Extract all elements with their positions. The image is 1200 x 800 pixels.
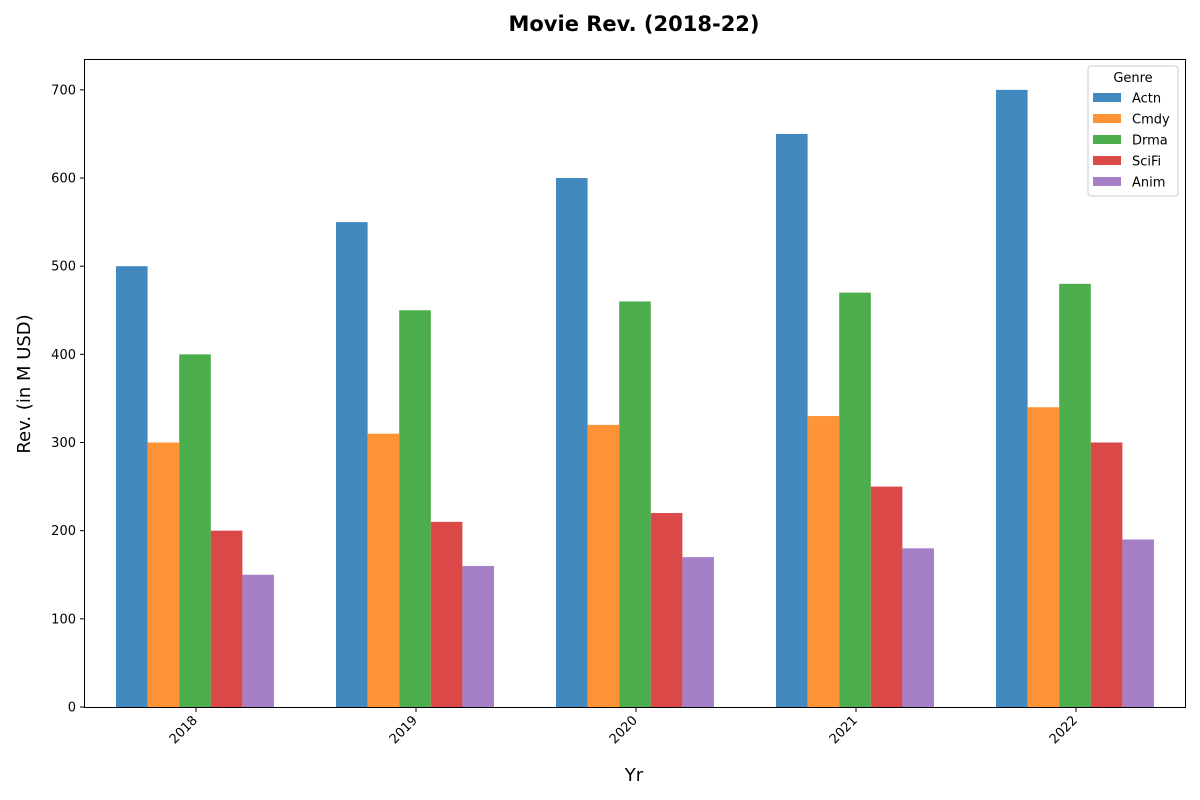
chart-title: Movie Rev. (2018-22) xyxy=(508,12,759,36)
bar-scifi-2021 xyxy=(870,486,903,707)
bar-anim-2020 xyxy=(682,557,714,707)
bar-cmdy-2019 xyxy=(367,433,400,707)
y-tick-label: 100 xyxy=(51,612,76,627)
x-tick-label: 2022 xyxy=(1047,713,1081,747)
x-tick-label: 2019 xyxy=(387,713,421,747)
bar-drma-2020 xyxy=(619,301,651,707)
legend-swatch-scifi xyxy=(1093,156,1121,165)
y-tick-label: 400 xyxy=(51,348,76,363)
bar-actn-2021 xyxy=(776,133,808,707)
x-tick-label: 2020 xyxy=(607,713,641,747)
bar-anim-2018 xyxy=(242,574,274,707)
bar-scifi-2018 xyxy=(210,530,243,707)
bar-anim-2019 xyxy=(462,565,494,707)
bar-anim-2022 xyxy=(1122,539,1154,707)
legend-swatch-actn xyxy=(1093,93,1121,102)
bars-layer xyxy=(116,89,1154,708)
y-tick-label: 300 xyxy=(51,436,76,451)
bar-actn-2022 xyxy=(996,89,1028,708)
bar-drma-2018 xyxy=(179,354,211,707)
y-axis-label: Rev. (in M USD) xyxy=(14,314,35,453)
bar-actn-2019 xyxy=(336,222,368,707)
legend-swatch-drma xyxy=(1093,135,1121,144)
bar-cmdy-2018 xyxy=(147,442,180,707)
bar-actn-2018 xyxy=(116,266,148,707)
plot-frame xyxy=(84,59,1186,708)
y-tick-label: 500 xyxy=(51,260,76,275)
legend-label-scifi: SciFi xyxy=(1132,155,1161,170)
bar-actn-2020 xyxy=(556,178,588,707)
x-axis: 2018 2019 2020 2021 2022 xyxy=(167,707,1081,747)
bar-drma-2022 xyxy=(1059,283,1091,707)
x-tick-label: 2018 xyxy=(167,713,201,747)
y-tick-label: 600 xyxy=(51,172,76,187)
bar-drma-2019 xyxy=(399,310,431,707)
legend-label-actn: Actn xyxy=(1132,92,1161,107)
legend-swatch-anim xyxy=(1093,177,1121,186)
x-axis-label: Yr xyxy=(624,765,644,786)
y-tick-label: 0 xyxy=(68,701,76,716)
x-tick-label: 2021 xyxy=(827,713,861,747)
bar-scifi-2022 xyxy=(1090,442,1123,707)
legend-label-anim: Anim xyxy=(1132,176,1165,191)
bar-scifi-2020 xyxy=(650,513,683,707)
y-axis: 0 100 200 300 400 500 600 700 xyxy=(51,83,85,716)
bar-cmdy-2020 xyxy=(587,424,620,707)
bar-anim-2021 xyxy=(902,548,934,707)
bar-cmdy-2021 xyxy=(807,416,840,707)
y-tick-label: 700 xyxy=(51,83,76,98)
legend-label-cmdy: Cmdy xyxy=(1132,113,1170,128)
bar-scifi-2019 xyxy=(430,521,463,707)
y-tick-label: 200 xyxy=(51,524,76,539)
bar-drma-2021 xyxy=(839,292,871,707)
legend: Genre Actn Cmdy Drma SciFi Anim xyxy=(1087,65,1179,197)
legend-swatch-cmdy xyxy=(1093,114,1121,123)
bar-cmdy-2022 xyxy=(1027,407,1060,707)
legend-label-drma: Drma xyxy=(1132,134,1168,149)
legend-title: Genre xyxy=(1113,71,1152,86)
